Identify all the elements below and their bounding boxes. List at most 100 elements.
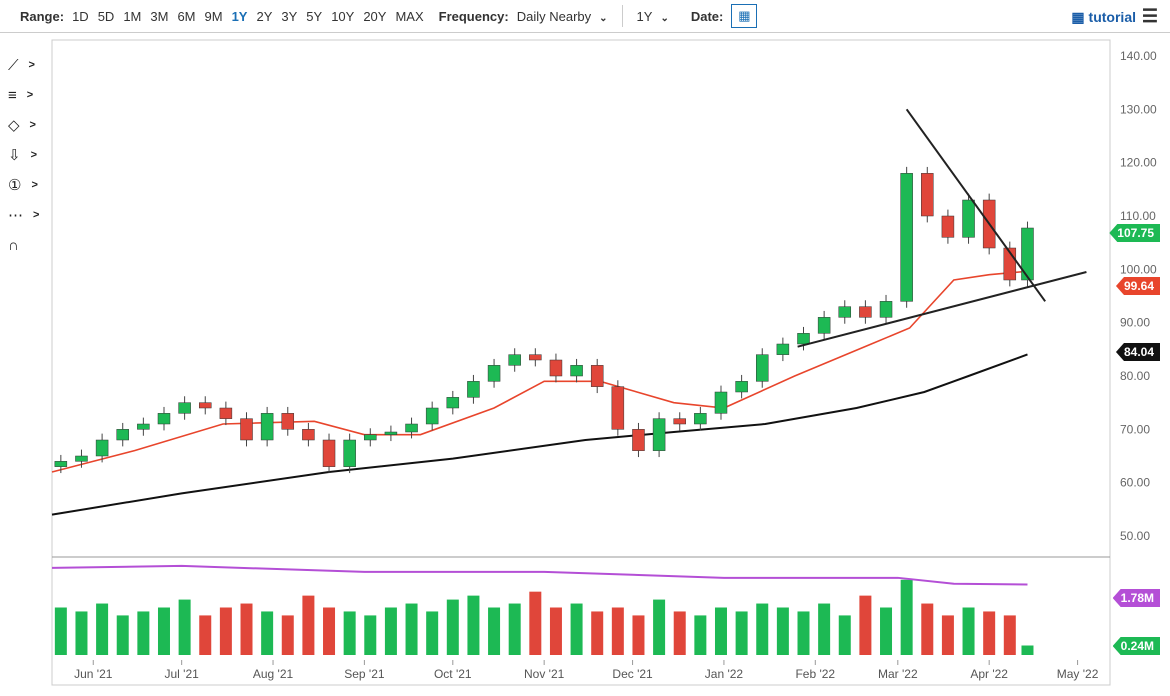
volume-bar (75, 611, 88, 655)
x-tick-label: Oct '21 (434, 667, 472, 681)
candle (487, 365, 501, 382)
candle (962, 199, 975, 238)
volume-bar (756, 603, 769, 655)
range-2Y[interactable]: 2Y (256, 8, 273, 24)
range-3M[interactable]: 3M (150, 8, 169, 24)
candle (776, 343, 790, 355)
y-tick-label: 130.00 (1120, 102, 1157, 116)
volume-bar (673, 611, 686, 655)
frequency-label: Frequency: (438, 8, 509, 24)
volume-bar (219, 607, 232, 655)
candle (178, 402, 191, 414)
volume-bar (653, 599, 666, 655)
candle (446, 397, 460, 409)
volume-average-line (51, 564, 1028, 586)
tutorial-link[interactable]: ▦ tutorial (1071, 9, 1136, 26)
trendline[interactable] (905, 108, 1046, 302)
trendline[interactable] (797, 271, 1087, 348)
volume-avg-tag: 1.78M (1112, 589, 1160, 607)
x-tick-label: Mar '22 (878, 667, 918, 681)
volume-bar (467, 595, 480, 655)
chevron-down-icon: ⌄ (660, 12, 669, 24)
volume-bar (261, 611, 274, 655)
trendline-tool[interactable]: ⟋ > (8, 50, 48, 80)
candle (260, 413, 274, 441)
menu-icon[interactable]: ☰ (1141, 6, 1158, 26)
x-tick-label: Jun '21 (74, 667, 113, 681)
volume-tag: 0.24M (1112, 637, 1160, 655)
candle (198, 402, 212, 409)
range-3Y[interactable]: 3Y (281, 8, 298, 24)
x-tick-label: May '22 (1057, 667, 1099, 681)
arrow-tool[interactable]: ⇩ > (8, 140, 48, 170)
chevron-right-icon: > (26, 89, 34, 101)
candle (75, 455, 88, 462)
magnet-icon: ∩ (8, 236, 19, 254)
candle (941, 215, 955, 238)
volume-bar (818, 603, 831, 655)
volume-bar (797, 611, 810, 655)
shapes-tool[interactable]: ◇ > (8, 110, 48, 140)
volume-bar (384, 607, 397, 655)
frequency-select[interactable]: Daily Nearby ⌄ (517, 9, 608, 24)
candle (95, 439, 109, 457)
candle (137, 423, 150, 430)
drawing-tools: ⟋ > ≡ > ◇ > ⇩ > ① > ⋯ > ∩ (8, 50, 48, 260)
period-select[interactable]: 1Y ⌄ (637, 9, 669, 24)
volume-bar (281, 615, 294, 655)
calendar-button[interactable]: ▦ (731, 4, 758, 28)
candle (611, 386, 625, 430)
candle (219, 407, 233, 419)
plot-frame (51, 39, 1111, 686)
volume-bar (343, 611, 356, 655)
candle (364, 434, 377, 441)
volume-bar (1003, 615, 1016, 655)
volume-bar (137, 611, 150, 655)
volume-bar (54, 607, 67, 655)
ma200-line (51, 353, 1028, 516)
volume-bar (116, 615, 129, 655)
y-tick-label: 80.00 (1120, 369, 1150, 383)
range-5Y[interactable]: 5Y (306, 8, 323, 24)
candle (673, 418, 686, 425)
fibonacci-tool[interactable]: ≡ > (8, 80, 48, 110)
y-tick-label: 70.00 (1120, 422, 1150, 436)
volume-bar (694, 615, 707, 655)
range-1M[interactable]: 1M (123, 8, 142, 24)
range-20Y[interactable]: 20Y (363, 8, 387, 24)
volume-bar (714, 607, 727, 655)
volume-bar (529, 591, 542, 655)
volume-bar (178, 599, 191, 655)
range-5D[interactable]: 5D (97, 8, 115, 24)
volume-bar (921, 603, 934, 655)
y-tick-label: 100.00 (1120, 262, 1157, 276)
volume-bar (405, 603, 418, 655)
candle (240, 418, 253, 441)
candle (570, 365, 583, 377)
date-label: Date: (690, 8, 724, 24)
candle (921, 173, 934, 217)
range-1D[interactable]: 1D (72, 8, 89, 24)
volume-bar (880, 607, 893, 655)
volume-bar (240, 603, 253, 655)
magnet-tool[interactable]: ∩ (8, 230, 48, 260)
candle (632, 429, 645, 451)
volume-bar (302, 595, 315, 655)
annotation-tool[interactable]: ① > (8, 170, 48, 200)
range-10Y[interactable]: 10Y (331, 8, 355, 24)
candle (590, 365, 604, 387)
volume-bar (549, 607, 562, 655)
x-tick-label: Jan '22 (705, 667, 744, 681)
volume-bar (838, 615, 851, 655)
number-circle-icon: ① (8, 177, 22, 194)
range-6M[interactable]: 6M (177, 8, 196, 24)
range-1Y[interactable]: 1Y (231, 8, 248, 24)
shape-icon: ◇ (8, 117, 20, 134)
measure-tool[interactable]: ⋯ > (8, 200, 48, 230)
range-MAX[interactable]: MAX (395, 8, 424, 24)
range-9M[interactable]: 9M (204, 8, 223, 24)
candle (322, 439, 336, 467)
candle (157, 413, 171, 425)
y-tick-label: 110.00 (1120, 209, 1156, 223)
